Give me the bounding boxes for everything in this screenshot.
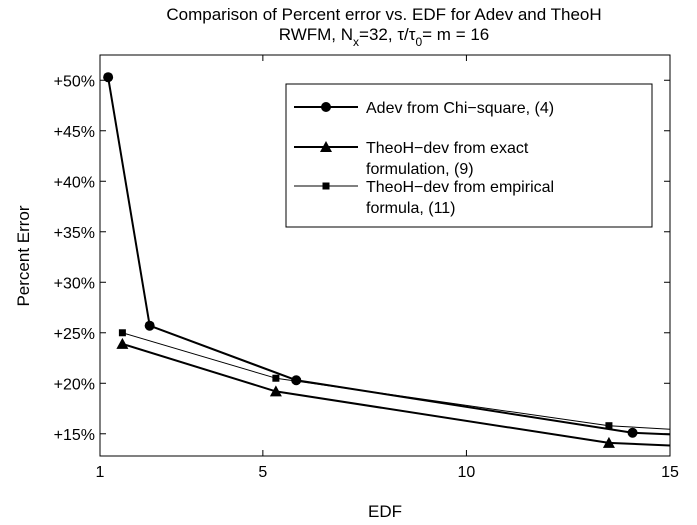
legend: Adev from Chi−square, (4) TheoH−dev from … xyxy=(285,83,653,228)
legend-label: Adev from Chi−square, (4) xyxy=(366,100,554,117)
series-1 xyxy=(103,72,671,438)
legend-label: TheoH−dev from empirical formula, (11) xyxy=(366,179,554,217)
y-tick-label: +30% xyxy=(54,275,95,292)
y-tick-label: +40% xyxy=(54,174,95,191)
x-tick-label: 5 xyxy=(258,464,267,481)
triangle-marker xyxy=(269,385,282,397)
series-line xyxy=(122,332,671,430)
y-tick-label: +20% xyxy=(54,376,95,393)
series-3 xyxy=(118,329,671,430)
x-axis-label: EDF xyxy=(368,502,402,521)
y-tick-label: +35% xyxy=(54,225,95,242)
series-layer xyxy=(103,72,671,448)
circle-marker xyxy=(291,375,302,386)
circle-marker xyxy=(144,320,155,331)
x-tick-label: 15 xyxy=(661,464,679,481)
square-marker xyxy=(605,422,613,430)
y-tick-label: +45% xyxy=(54,124,95,141)
y-tick-label: +15% xyxy=(54,427,95,444)
triangle-marker xyxy=(602,436,615,448)
legend-entry-1: Adev from Chi−square, (4) xyxy=(294,100,554,117)
circle-marker xyxy=(627,427,638,438)
legend-label: TheoH−dev from exact formulation, (9) xyxy=(366,140,529,178)
square-marker xyxy=(272,374,280,382)
x-tick-label: 1 xyxy=(96,464,105,481)
series-line xyxy=(122,342,671,447)
circle-marker xyxy=(321,102,331,112)
x-tick-label: 10 xyxy=(458,464,476,481)
y-axis-ticks: +15% +20% +25% +30% +35% +40% +45% +50% xyxy=(54,73,670,444)
y-tick-label: +25% xyxy=(54,326,95,343)
x-axis-ticks: 1 5 10 15 xyxy=(96,55,679,481)
chart-title: Comparison of Percent error vs. EDF for … xyxy=(166,5,601,24)
legend-entry-3: TheoH−dev from empirical formula, (11) xyxy=(294,179,554,217)
y-axis-label: Percent Error xyxy=(14,205,33,306)
triangle-marker xyxy=(116,337,129,349)
y-tick-label: +50% xyxy=(54,73,95,90)
legend-entry-2: TheoH−dev from exact formulation, (9) xyxy=(294,140,529,178)
chart-subtitle: RWFM, Nx=32, τ/τ0= m = 16 xyxy=(279,25,490,49)
series-2 xyxy=(116,337,671,448)
circle-marker xyxy=(103,72,114,83)
triangle-marker xyxy=(320,141,332,152)
square-marker xyxy=(322,182,330,190)
square-marker xyxy=(118,329,126,337)
